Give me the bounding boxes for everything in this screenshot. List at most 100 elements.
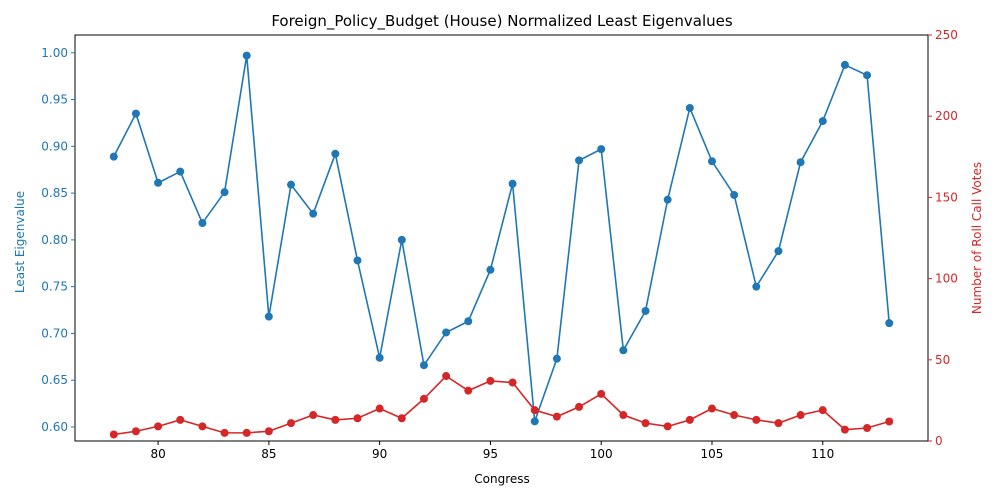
- roll-call-votes-point: [131, 427, 140, 436]
- right-y-axis-label: Number of Roll Call Votes: [970, 162, 984, 314]
- eigenvalue-point: [154, 178, 163, 187]
- x-tick-label: 100: [590, 447, 613, 461]
- roll-call-votes-point: [397, 414, 406, 423]
- eigenvalue-point: [796, 158, 805, 167]
- eigenvalue-point: [863, 71, 872, 80]
- x-tick-label: 80: [150, 447, 165, 461]
- eigenvalue-point: [287, 180, 296, 189]
- roll-call-votes-point: [840, 425, 849, 434]
- roll-call-votes-point: [619, 411, 628, 420]
- right-y-tick-label: 250: [935, 28, 958, 42]
- roll-call-votes-point: [309, 411, 318, 420]
- roll-call-votes-point: [552, 412, 561, 421]
- roll-call-votes-point: [818, 406, 827, 415]
- roll-call-votes-point: [331, 415, 340, 424]
- eigenvalue-point: [264, 312, 273, 321]
- eigenvalue-point: [109, 152, 118, 161]
- eigenvalue-point: [353, 256, 362, 265]
- left-y-tick-label: 0.85: [41, 186, 68, 200]
- eigenvalue-point: [486, 265, 495, 274]
- right-y-tick-label: 100: [935, 272, 958, 286]
- x-tick-label: 85: [261, 447, 276, 461]
- left-y-tick-label: 0.90: [41, 139, 68, 153]
- roll-call-votes-point: [663, 422, 672, 431]
- x-tick-label: 110: [811, 447, 834, 461]
- eigenvalue-point: [730, 190, 739, 199]
- eigenvalue-point: [242, 51, 251, 60]
- x-tick-label: 105: [701, 447, 724, 461]
- left-y-tick-label: 0.80: [41, 233, 68, 247]
- eigenvalue-point: [331, 149, 340, 158]
- eigenvalue-point: [597, 145, 606, 154]
- roll-call-votes-point: [685, 415, 694, 424]
- plot-frame: [74, 34, 929, 442]
- roll-call-votes-point: [707, 404, 716, 413]
- roll-call-votes-point: [442, 372, 451, 381]
- eigenvalue-point: [530, 417, 539, 426]
- left-y-tick-label: 0.95: [41, 93, 68, 107]
- roll-call-votes-line: [113, 375, 890, 436]
- x-axis-label: Congress: [474, 472, 530, 486]
- eigenvalue-point: [840, 60, 849, 69]
- eigenvalue-point: [774, 247, 783, 256]
- eigenvalue-point: [309, 209, 318, 218]
- left-y-tick-label: 0.60: [41, 420, 68, 434]
- left-y-tick-label: 0.65: [41, 373, 68, 387]
- right-y-tick-label: 50: [935, 353, 950, 367]
- eigenvalue-point: [419, 361, 428, 370]
- left-y-tick-label: 0.70: [41, 326, 68, 340]
- eigenvalue-point: [397, 235, 406, 244]
- right-y-axis: 0 50 100 150 200 250: [928, 28, 958, 448]
- eigenvalue-point: [818, 117, 827, 126]
- roll-call-votes-point: [530, 406, 539, 415]
- eigenvalue-line: [113, 55, 891, 422]
- roll-call-votes-point: [176, 415, 185, 424]
- roll-call-votes-point: [597, 389, 606, 398]
- eigenvalue-point: [198, 219, 207, 228]
- plot-area: [74, 34, 929, 442]
- roll-call-votes-point: [641, 419, 650, 428]
- roll-call-votes-point: [287, 419, 296, 428]
- eigenvalue-point: [442, 328, 451, 337]
- left-y-tick-label: 0.75: [41, 280, 68, 294]
- roll-call-votes-point: [863, 424, 872, 433]
- roll-call-votes-point: [375, 404, 384, 413]
- eigenvalue-point: [641, 306, 650, 315]
- x-axis: 80 85 90 95 100 105 110: [150, 441, 834, 461]
- eigenvalue-point: [685, 103, 694, 112]
- roll-call-votes-point: [575, 402, 584, 411]
- roll-call-votes-point: [154, 422, 163, 431]
- roll-call-votes-point: [419, 394, 428, 403]
- roll-call-votes-point: [774, 419, 783, 428]
- roll-call-votes-point: [109, 430, 118, 439]
- roll-call-votes-point: [796, 411, 805, 420]
- eigenvalue-point: [464, 317, 473, 326]
- eigenvalue-point: [575, 156, 584, 165]
- roll-call-votes-point: [730, 411, 739, 420]
- roll-call-votes-point: [264, 427, 273, 436]
- left-y-tick-label: 1.00: [41, 46, 68, 60]
- eigenvalue-point: [663, 195, 672, 204]
- series-group: [109, 51, 894, 439]
- left-y-axis: 0.60 0.65 0.70 0.75 0.80 0.85 0.90 0.95 1.00: [41, 46, 75, 434]
- chart-title: Foreign_Policy_Budget (House) Normalized…: [271, 12, 733, 31]
- roll-call-votes-point: [752, 415, 761, 424]
- left-y-axis-label: Least Eigenvalue: [13, 191, 27, 293]
- eigenvalue-point: [131, 109, 140, 118]
- eigenvalue-point: [508, 179, 517, 188]
- roll-call-votes-point: [353, 414, 362, 423]
- roll-call-votes-point: [242, 428, 251, 437]
- roll-call-votes-point: [508, 378, 517, 387]
- eigenvalue-point: [619, 346, 628, 355]
- roll-call-votes-point: [464, 386, 473, 395]
- eigenvalue-point: [885, 319, 894, 328]
- roll-call-votes-point: [486, 376, 495, 385]
- x-tick-label: 90: [372, 447, 387, 461]
- right-y-tick-label: 150: [935, 190, 958, 204]
- eigenvalue-point: [752, 282, 761, 291]
- eigenvalue-point: [375, 353, 384, 362]
- right-y-tick-label: 200: [935, 109, 958, 123]
- roll-call-votes-point: [220, 428, 229, 437]
- eigenvalue-point: [176, 167, 185, 176]
